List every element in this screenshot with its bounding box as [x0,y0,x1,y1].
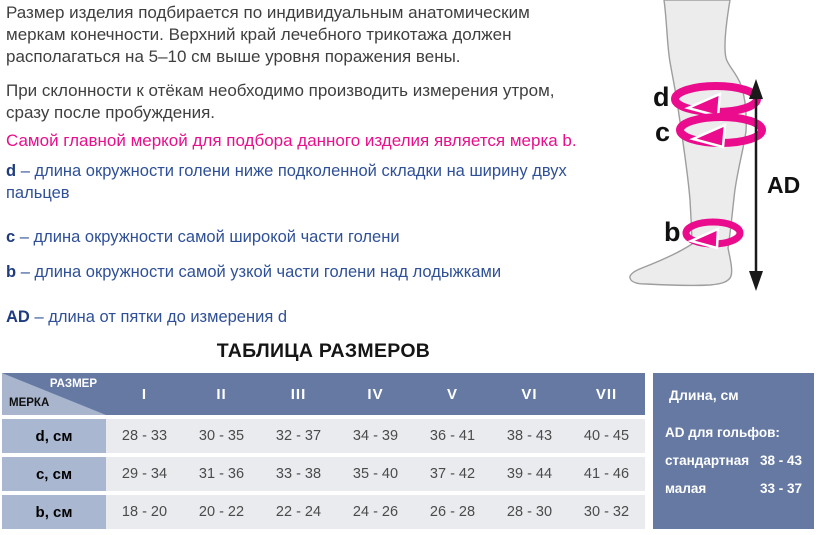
size-cell: 40 - 45 [568,419,645,453]
size-table-title: ТАБЛИЦА РАЗМЕРОВ [216,340,431,362]
definition-ad-text: – длина от пятки до измерения d [34,308,288,326]
length-option-label: стандартная [665,453,750,468]
leg-measurement-diagram: d c b AD [629,0,800,291]
size-cell: 39 - 44 [491,457,568,491]
length-option-small: малая 33 - 37 [665,481,802,496]
length-panel-title: Длина, см [669,387,739,403]
diagram-label-ad: AD [767,172,800,198]
definition-d-term: d [6,162,17,180]
row-label-d: d, см [2,419,106,453]
size-cell: 37 - 42 [414,457,491,491]
definition-d: d – длина окружности голени ниже подколе… [6,160,586,204]
length-option-value: 38 - 43 [759,453,802,468]
size-cell: 30 - 35 [183,419,260,453]
size-cell: 33 - 38 [260,457,337,491]
definition-b-term: b [6,263,17,281]
size-cell: 36 - 41 [414,419,491,453]
definition-c-term: c [6,228,16,246]
measure-band-c-icon [676,113,766,149]
size-cell: 28 - 33 [106,419,183,453]
length-panel: Длина, см AD для гольфов: стандартная 38… [653,373,814,529]
highlight-note: Самой главной меркой для подбора данного… [6,131,577,150]
definition-b-text: – длина окружности самой узкой части гол… [20,263,502,281]
diagram-label-c: c [655,117,670,147]
diagram-label-d: d [653,82,670,112]
intro-paragraph-2: При склонности к отёкам необходимо произ… [6,81,555,122]
corner-cell: РАЗМЕР МЕРКА [2,373,106,415]
column-header-3: III [260,373,337,415]
column-header-6: VI [491,373,568,415]
size-cell: 31 - 36 [183,457,260,491]
definition-b: b – длина окружности самой узкой части г… [6,261,586,283]
column-header-2: II [183,373,260,415]
length-option-value: 33 - 37 [759,481,802,496]
ad-arrow-icon [749,79,763,291]
column-header-4: IV [337,373,414,415]
table-row-c: c, см 29 - 34 31 - 36 33 - 38 35 - 40 37… [2,457,645,491]
length-option-standard: стандартная 38 - 43 [665,453,802,468]
size-cell: 20 - 22 [183,495,260,529]
size-cell: 26 - 28 [414,495,491,529]
table-row-d: d, см 28 - 33 30 - 35 32 - 37 34 - 39 36… [2,419,645,453]
length-panel-subtitle: AD для гольфов: [665,425,780,440]
size-table-header-row: РАЗМЕР МЕРКА I II III IV V VI VII [2,373,645,415]
size-cell: 41 - 46 [568,457,645,491]
definition-d-text: – длина окружности голени ниже подколенн… [6,162,567,202]
size-cell: 32 - 37 [260,419,337,453]
corner-label-size: РАЗМЕР [49,378,97,390]
row-label-c: c, см [2,457,106,491]
definition-ad: AD – длина от пятки до измерения d [6,306,586,328]
corner-label-measure: МЕРКА [9,397,50,409]
measure-band-b-icon [682,218,744,250]
definition-c-text: – длина окружности самой широкой части г… [19,228,400,246]
size-cell: 22 - 24 [260,495,337,529]
column-header-7: VII [568,373,645,415]
size-cell: 34 - 39 [337,419,414,453]
size-cell: 30 - 32 [568,495,645,529]
definition-ad-term: AD [6,308,30,326]
size-table: РАЗМЕР МЕРКА I II III IV V VI VII d, см … [2,373,645,529]
size-cell: 28 - 30 [491,495,568,529]
size-cell: 18 - 20 [106,495,183,529]
size-cell: 24 - 26 [337,495,414,529]
diagram-label-b: b [664,217,681,247]
size-cell: 35 - 40 [337,457,414,491]
table-row-b: b, см 18 - 20 20 - 22 22 - 24 24 - 26 26… [2,495,645,529]
length-option-label: малая [665,481,707,496]
definition-c: c – длина окружности самой широкой части… [6,226,586,248]
column-header-5: V [414,373,491,415]
column-header-1: I [106,373,183,415]
size-cell: 38 - 43 [491,419,568,453]
row-label-b: b, см [2,495,106,529]
size-cell: 29 - 34 [106,457,183,491]
intro-paragraph-1: Размер изделия подбирается по индивидуал… [6,3,530,66]
